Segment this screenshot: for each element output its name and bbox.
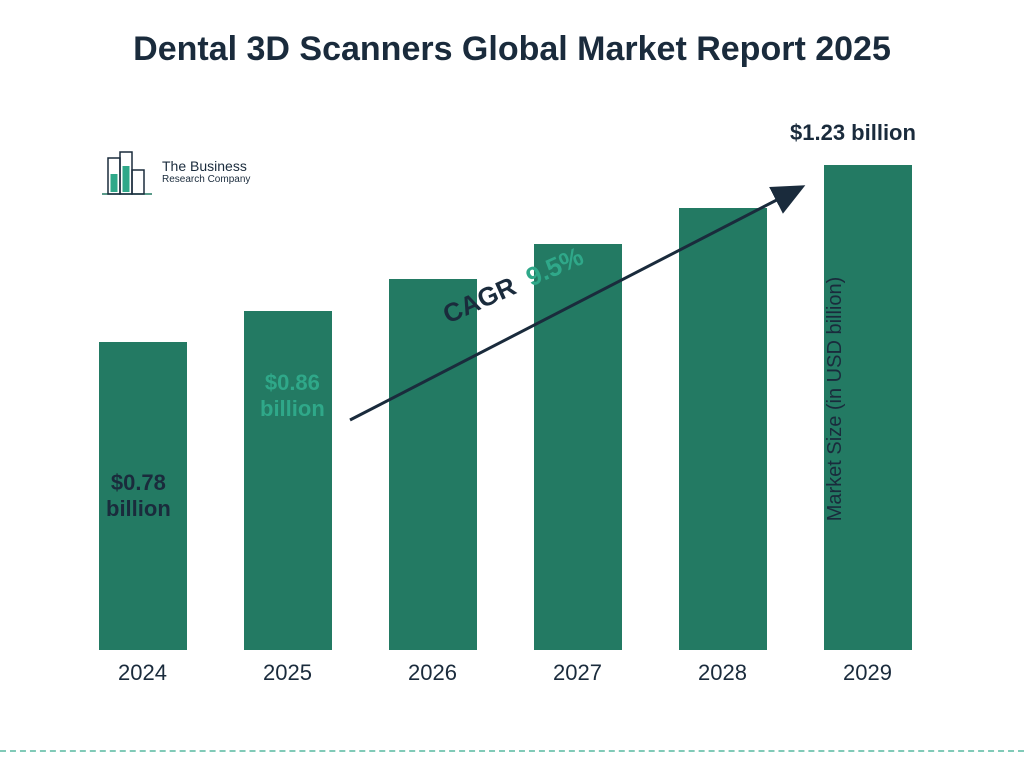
value-label-2029: $1.23 billion (790, 120, 916, 146)
bar (389, 279, 477, 650)
y-axis-label: Market Size (in USD billion) (824, 277, 847, 522)
x-axis-label: 2029 (795, 660, 940, 686)
bar (534, 244, 622, 650)
bar (244, 311, 332, 650)
bar-slot: 2029 (795, 150, 940, 650)
x-axis-label: 2024 (70, 660, 215, 686)
x-axis-label: 2026 (360, 660, 505, 686)
value-label-2024: $0.78 billion (106, 470, 171, 523)
bottom-divider (0, 750, 1024, 752)
chart-title: Dental 3D Scanners Global Market Report … (0, 0, 1024, 71)
value-label-2025: $0.86 billion (260, 370, 325, 423)
x-axis-label: 2025 (215, 660, 360, 686)
bar-slot: 2028 (650, 150, 795, 650)
bar-chart: 202420252026202720282029 $0.78 billion $… (70, 130, 940, 690)
bar-slot: 2024 (70, 150, 215, 650)
bars-container: 202420252026202720282029 (70, 150, 940, 650)
x-axis-label: 2028 (650, 660, 795, 686)
x-axis-label: 2027 (505, 660, 650, 686)
bar-slot: 2027 (505, 150, 650, 650)
bar (679, 208, 767, 650)
bar-slot: 2026 (360, 150, 505, 650)
